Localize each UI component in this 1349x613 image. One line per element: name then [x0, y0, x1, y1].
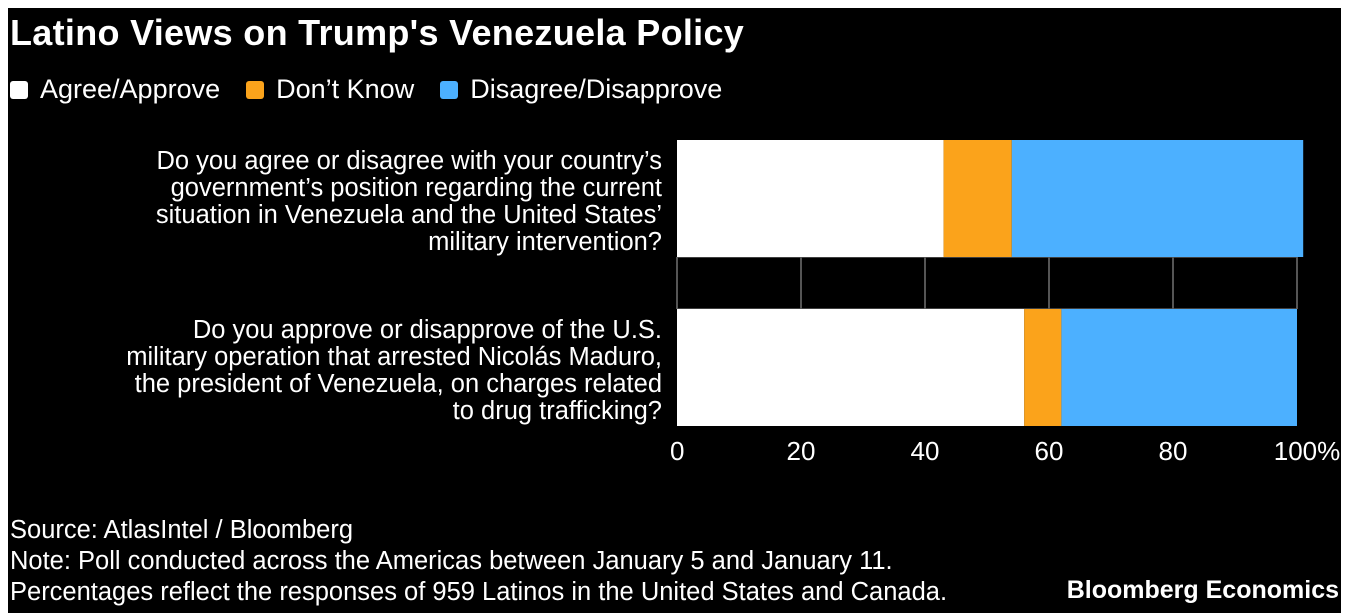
category-label-line: situation in Venezuela and the United St…: [155, 201, 662, 229]
bar-chart: 0 20 40 60 80 100%: [670, 140, 1341, 466]
x-tick-label: 100%: [1274, 436, 1341, 466]
category-label-line: to drug trafficking?: [452, 397, 662, 425]
legend-label-disagree: Disagree/Disapprove: [470, 74, 723, 104]
legend-swatch-agree: [10, 80, 28, 99]
bar-segment-agree-approve: [677, 140, 944, 257]
brand-logo: Bloomberg Economics: [1066, 576, 1339, 604]
x-tick-label: 0: [670, 436, 684, 466]
legend: Agree/Approve Don’t Know Disagree/Disapp…: [10, 74, 722, 105]
x-tick-label: 40: [911, 436, 940, 466]
category-label-line: Do you approve or disapprove of the U.S.: [192, 316, 662, 344]
category-label-line: military intervention?: [428, 228, 662, 256]
poll-note-2: Percentages reflect the responses of 959…: [10, 578, 948, 606]
legend-label-agree: Agree/Approve: [40, 74, 221, 104]
category-label-1: Do you agree or disagree with your count…: [22, 148, 662, 256]
chart-panel: Latino Views on Trump's Venezuela Policy…: [8, 8, 1341, 613]
poll-note: Note: Poll conducted across the Americas…: [10, 547, 893, 575]
legend-swatch-disagree: [440, 80, 459, 99]
source-note: Source: AtlasIntel / Bloomberg: [10, 516, 354, 544]
category-label-line: the president of Venezuela, on charges r…: [134, 370, 662, 398]
bar-segment-don-t-know: [943, 140, 1012, 257]
chart-title: Latino Views on Trump's Venezuela Policy: [10, 12, 745, 53]
x-tick-label: 20: [787, 436, 816, 466]
category-label-line: Do you agree or disagree with your count…: [156, 147, 662, 175]
bar-segment-don-t-know: [1024, 309, 1062, 426]
legend-label-dont-know: Don’t Know: [276, 74, 415, 104]
bar-segment-agree-approve: [677, 309, 1025, 426]
category-label-line: government’s position regarding the curr…: [170, 174, 662, 202]
legend-item-disagree: Disagree/Disapprove: [440, 74, 722, 105]
x-tick-label: 80: [1159, 436, 1188, 466]
legend-item-dont-know: Don’t Know: [246, 74, 414, 105]
category-label-2: Do you approve or disapprove of the U.S.…: [22, 317, 662, 425]
legend-swatch-dont-know: [246, 80, 265, 99]
bar-segment-disagree-disapprove: [1061, 309, 1297, 426]
legend-item-agree: Agree/Approve: [10, 74, 220, 105]
bar-segment-disagree-disapprove: [1011, 140, 1304, 257]
category-label-line: military operation that arrested Nicolás…: [126, 343, 662, 371]
x-tick-label: 60: [1035, 436, 1064, 466]
